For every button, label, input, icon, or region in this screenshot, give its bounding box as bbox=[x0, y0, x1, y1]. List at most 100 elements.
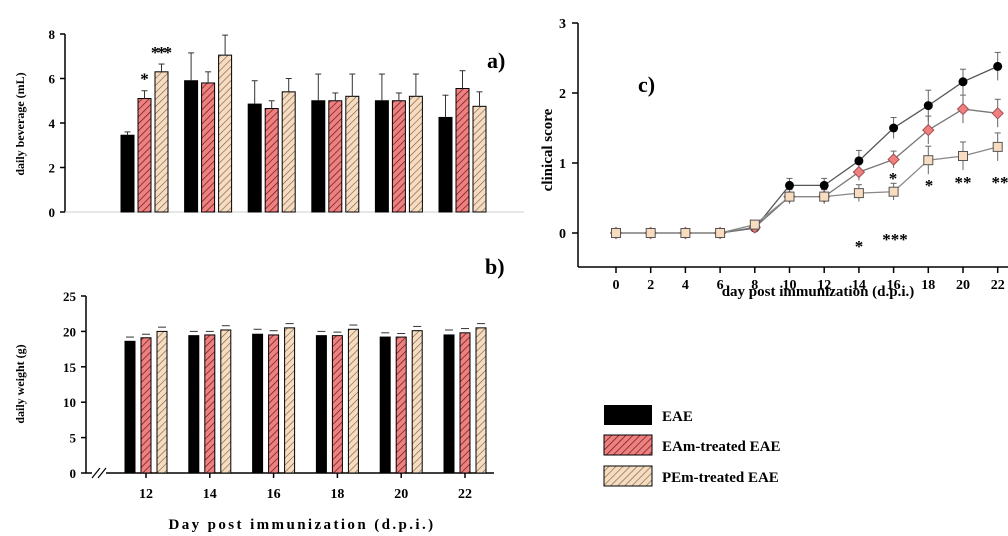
chart-c-point-eae bbox=[819, 180, 829, 190]
chart-a-bar bbox=[201, 82, 216, 213]
chart-c-point-eam bbox=[956, 102, 970, 116]
chart-a-bar bbox=[184, 80, 199, 213]
chart-c-ytick-label: 0 bbox=[559, 227, 566, 242]
chart-c-xtick-label: 8 bbox=[751, 278, 758, 293]
chart-a-ytick-label: 0 bbox=[49, 205, 56, 220]
chart-b: daily weight (g) Day post immunization (… bbox=[13, 254, 505, 533]
chart-c-line bbox=[616, 65, 998, 234]
chart-a-significance: * * bbox=[151, 43, 172, 62]
chart-c-xtick-label: 6 bbox=[717, 278, 724, 293]
chart-b-bar bbox=[315, 335, 327, 474]
chart-a-bar bbox=[472, 105, 487, 213]
chart-b-bar bbox=[188, 335, 200, 474]
chart-c-line bbox=[616, 146, 998, 234]
chart-c-ytick-label: 3 bbox=[559, 17, 566, 32]
chart-c-point-eam bbox=[852, 165, 866, 179]
chart-b-xtick-label: 14 bbox=[203, 487, 217, 502]
legend-swatch-eae bbox=[604, 405, 652, 425]
chart-c-point-eae bbox=[889, 123, 899, 133]
chart-c-xtick-label: 4 bbox=[682, 278, 689, 293]
chart-c-point-eam bbox=[922, 123, 935, 137]
chart-b-axis-break bbox=[97, 467, 107, 479]
chart-a-bar bbox=[264, 108, 279, 213]
chart-b-bar bbox=[475, 327, 487, 474]
chart-a-panel-label: a) bbox=[487, 48, 505, 73]
legend-label-eam: EAm-treated EAE bbox=[662, 439, 780, 455]
chart-a-ylabel: daily beverage (mL) bbox=[13, 72, 27, 175]
chart-b-xtick-label: 20 bbox=[394, 487, 408, 502]
chart-c-xtick-label: 20 bbox=[956, 278, 970, 293]
chart-a-ytick-label: 8 bbox=[49, 27, 56, 42]
chart-c-xtick-label: 22 bbox=[991, 278, 1005, 293]
chart-c-xtick-label: 0 bbox=[613, 278, 620, 293]
chart-c-significance: ** bbox=[955, 173, 972, 192]
chart-b-xtick-label: 12 bbox=[139, 487, 153, 502]
chart-a-bar bbox=[374, 100, 389, 213]
chart-c-point-pem bbox=[784, 191, 795, 202]
chart-b-bar bbox=[252, 333, 264, 474]
legend-swatch-eam bbox=[603, 434, 653, 456]
chart-b-bar bbox=[411, 330, 423, 474]
chart-c-point-pem bbox=[992, 141, 1003, 152]
chart-c-point-pem bbox=[680, 228, 691, 238]
chart-b-bar bbox=[395, 336, 407, 474]
chart-c-point-pem bbox=[958, 151, 968, 161]
chart-a-bar bbox=[120, 134, 135, 213]
chart-c-point-pem bbox=[853, 188, 864, 199]
chart-c-point-pem bbox=[611, 228, 621, 238]
chart-a-bar bbox=[311, 100, 326, 213]
chart-c: clinical score day post immunization (d.… bbox=[540, 17, 1008, 300]
chart-b-bar bbox=[220, 329, 232, 474]
chart-b-xtick-label: 16 bbox=[267, 487, 281, 502]
chart-a-bar bbox=[328, 100, 343, 213]
chart-c-point-pem bbox=[749, 219, 760, 230]
chart-c-point-pem bbox=[645, 228, 656, 238]
chart-c-point-eam bbox=[991, 107, 1004, 120]
chart-c-point-pem bbox=[715, 228, 726, 238]
chart-c-xtick-label: 18 bbox=[921, 278, 935, 293]
chart-c-xtick-label: 2 bbox=[647, 278, 654, 293]
chart-b-ytick-label: 5 bbox=[70, 431, 77, 446]
chart-a-bar bbox=[438, 116, 453, 213]
chart-c-significance: *** bbox=[882, 230, 908, 249]
chart-a-bar bbox=[154, 71, 169, 213]
chart-b-bar bbox=[459, 332, 471, 474]
chart-b-ylabel: daily weight (g) bbox=[13, 344, 27, 423]
chart-b-bar bbox=[443, 334, 455, 474]
chart-c-xtick-label: 14 bbox=[852, 278, 866, 293]
chart-a-bar bbox=[391, 100, 406, 213]
chart-b-xlabel: Day post immunization (d.p.i.) bbox=[168, 517, 435, 533]
chart-b-bar bbox=[124, 340, 136, 474]
chart-a-bar bbox=[218, 54, 233, 213]
chart-b-ytick-label: 20 bbox=[63, 324, 76, 339]
chart-b-ytick-label: 15 bbox=[63, 360, 77, 375]
chart-b-bar bbox=[204, 334, 216, 474]
chart-a-bar bbox=[408, 95, 423, 213]
chart-c-point-pem bbox=[888, 186, 899, 197]
chart-a: daily beverage (mL) a) 0 2 4 6 8 * ** * bbox=[13, 27, 524, 220]
chart-b-bar bbox=[268, 334, 280, 474]
chart-a-bar bbox=[281, 91, 296, 213]
chart-c-point-eae bbox=[958, 77, 968, 87]
chart-b-ytick-label: 0 bbox=[70, 466, 77, 481]
chart-c-point-pem bbox=[819, 191, 830, 202]
chart-a-significance: * bbox=[140, 70, 149, 89]
chart-c-ylabel: clinical score bbox=[540, 108, 556, 191]
chart-a-bar bbox=[137, 98, 152, 213]
chart-a-bar bbox=[345, 95, 360, 213]
chart-b-xtick-label: 18 bbox=[330, 487, 344, 502]
chart-a-bar bbox=[455, 88, 470, 213]
chart-b-bar bbox=[347, 328, 359, 474]
chart-c-significance: ** bbox=[992, 173, 1008, 192]
chart-c-significance: * bbox=[925, 176, 934, 195]
chart-b-ytick-label: 10 bbox=[63, 395, 76, 410]
chart-c-point-eae bbox=[923, 101, 933, 111]
chart-c-ytick-label: 2 bbox=[559, 87, 566, 102]
chart-b-ytick-label: 25 bbox=[63, 289, 77, 304]
chart-c-significance: * bbox=[889, 169, 898, 188]
chart-a-ytick-label: 2 bbox=[49, 161, 56, 176]
legend-label-pem: PEm-treated EAE bbox=[662, 470, 779, 486]
chart-a-bar bbox=[247, 103, 262, 213]
chart-c-xlabel: day post immunization (d.p.i.) bbox=[722, 284, 915, 300]
